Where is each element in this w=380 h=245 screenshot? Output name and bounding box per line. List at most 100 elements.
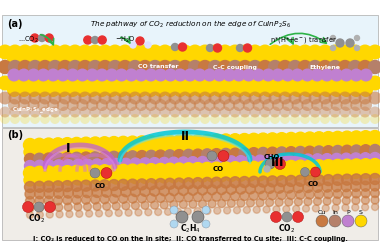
- Text: C$_2$H$_4$: C$_2$H$_4$: [180, 223, 200, 235]
- Circle shape: [159, 186, 169, 196]
- Circle shape: [149, 91, 162, 105]
- Circle shape: [0, 45, 13, 60]
- Circle shape: [8, 61, 22, 74]
- Circle shape: [34, 160, 45, 171]
- Circle shape: [310, 83, 324, 97]
- Circle shape: [48, 75, 62, 90]
- Circle shape: [332, 146, 343, 157]
- Circle shape: [207, 185, 217, 195]
- Circle shape: [147, 75, 163, 90]
- Circle shape: [125, 99, 137, 111]
- Circle shape: [68, 91, 81, 105]
- Circle shape: [8, 75, 22, 90]
- Circle shape: [154, 69, 167, 82]
- Circle shape: [46, 52, 60, 66]
- Circle shape: [288, 61, 301, 74]
- Circle shape: [312, 154, 323, 165]
- Circle shape: [136, 179, 147, 190]
- Circle shape: [190, 114, 200, 124]
- Circle shape: [36, 204, 44, 212]
- Circle shape: [35, 189, 44, 199]
- Circle shape: [71, 152, 82, 163]
- Text: CO transfer: CO transfer: [138, 64, 178, 70]
- Circle shape: [108, 151, 119, 162]
- Circle shape: [57, 75, 73, 90]
- Circle shape: [53, 145, 65, 157]
- Circle shape: [367, 75, 380, 90]
- Circle shape: [180, 114, 190, 124]
- Circle shape: [271, 211, 282, 222]
- Circle shape: [121, 187, 131, 197]
- Circle shape: [160, 107, 171, 118]
- Circle shape: [292, 168, 304, 180]
- Circle shape: [249, 61, 261, 74]
- Circle shape: [76, 83, 89, 97]
- Circle shape: [369, 152, 380, 163]
- Circle shape: [275, 133, 288, 146]
- Circle shape: [81, 195, 90, 204]
- Circle shape: [173, 135, 186, 148]
- Circle shape: [284, 183, 294, 193]
- Circle shape: [359, 83, 373, 97]
- Circle shape: [209, 107, 220, 118]
- Circle shape: [255, 184, 265, 194]
- Circle shape: [238, 75, 252, 90]
- Circle shape: [38, 61, 52, 74]
- Circle shape: [154, 163, 167, 176]
- Circle shape: [163, 52, 177, 66]
- Circle shape: [239, 91, 252, 105]
- Circle shape: [120, 144, 132, 156]
- Circle shape: [120, 114, 130, 124]
- Circle shape: [203, 52, 217, 66]
- Circle shape: [84, 36, 92, 44]
- Circle shape: [220, 177, 231, 188]
- Circle shape: [144, 83, 158, 97]
- Circle shape: [173, 52, 187, 66]
- Circle shape: [288, 75, 302, 90]
- Circle shape: [372, 204, 378, 210]
- Circle shape: [38, 91, 52, 105]
- Text: P: P: [346, 209, 350, 215]
- Circle shape: [92, 187, 102, 197]
- Circle shape: [198, 61, 212, 74]
- Circle shape: [0, 114, 10, 124]
- Circle shape: [258, 91, 271, 105]
- Text: Ethylene: Ethylene: [309, 64, 340, 70]
- Circle shape: [212, 52, 226, 66]
- Circle shape: [247, 161, 260, 174]
- Circle shape: [110, 172, 122, 184]
- Circle shape: [145, 164, 158, 177]
- Circle shape: [244, 141, 256, 153]
- Circle shape: [236, 184, 246, 194]
- Circle shape: [98, 61, 111, 74]
- Circle shape: [337, 45, 353, 60]
- Circle shape: [229, 134, 242, 147]
- Circle shape: [89, 137, 102, 150]
- Circle shape: [20, 114, 30, 124]
- Circle shape: [49, 91, 62, 105]
- Circle shape: [216, 142, 228, 154]
- Circle shape: [179, 200, 187, 208]
- Circle shape: [130, 172, 141, 184]
- Circle shape: [360, 153, 371, 164]
- Circle shape: [331, 153, 342, 164]
- Circle shape: [163, 163, 176, 176]
- Circle shape: [119, 107, 130, 118]
- Circle shape: [27, 69, 40, 82]
- Circle shape: [291, 52, 304, 66]
- Circle shape: [179, 43, 187, 51]
- Circle shape: [78, 75, 92, 90]
- Circle shape: [247, 133, 260, 146]
- Circle shape: [294, 132, 307, 145]
- Circle shape: [130, 107, 141, 118]
- Circle shape: [111, 187, 121, 197]
- Circle shape: [202, 177, 213, 188]
- Circle shape: [303, 183, 313, 193]
- Circle shape: [179, 91, 192, 105]
- Text: CuInP$_2$S$_6$_edge: CuInP$_2$S$_6$_edge: [12, 105, 59, 115]
- Circle shape: [150, 186, 160, 196]
- Circle shape: [222, 52, 236, 66]
- Circle shape: [117, 164, 130, 177]
- Circle shape: [86, 99, 98, 111]
- Circle shape: [103, 202, 111, 210]
